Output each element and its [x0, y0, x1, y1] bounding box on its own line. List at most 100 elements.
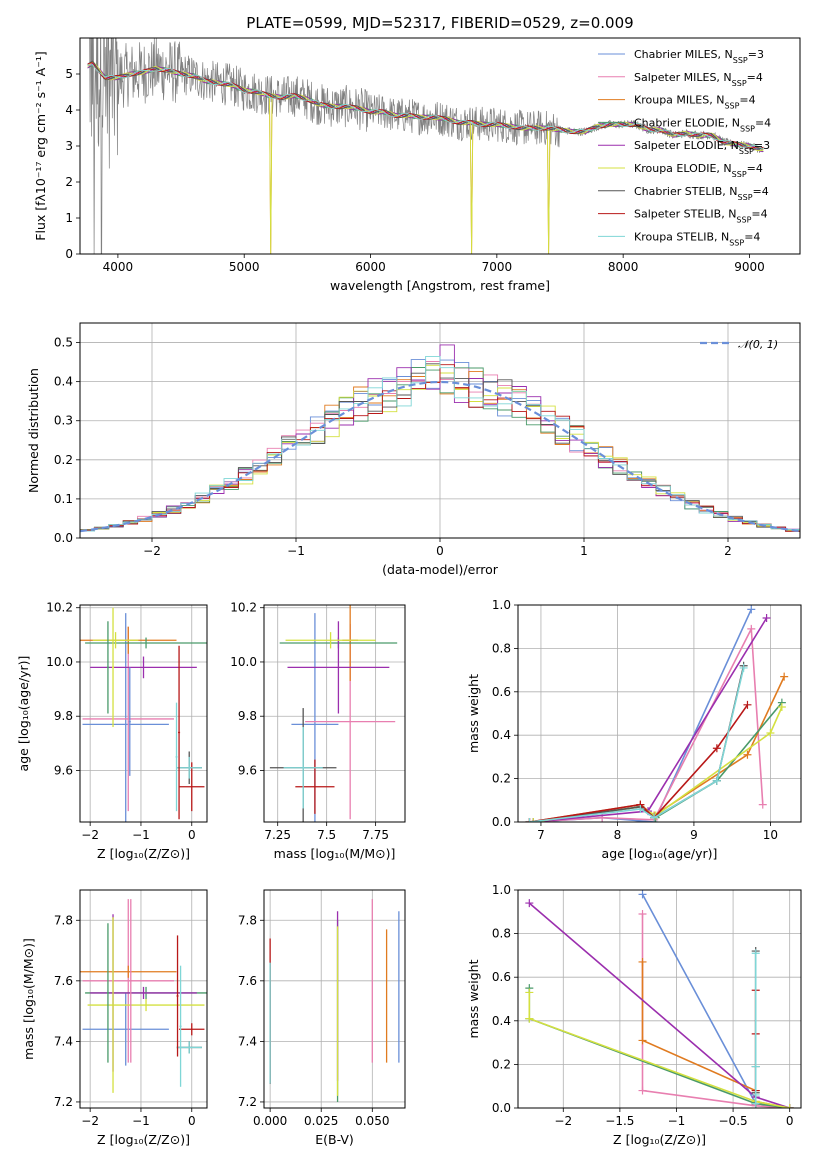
- y-tick-label: 0.2: [492, 1057, 511, 1071]
- axes-mass_vs_Z: −2 −1 0 7.2 7.4 7.6 7.8 Z [log₁₀(Z/Z⊙)] mass [lo…: [21, 889, 208, 1147]
- axes-frame-spectrum: [79, 37, 801, 255]
- x-axis-label: mass [log₁₀(M/M⊙)]: [274, 846, 396, 861]
- x-axis-label: age [log₁₀(age/yr)]: [602, 846, 718, 861]
- x-tick-label: 10: [763, 828, 778, 842]
- weight-marker: [739, 663, 748, 672]
- y-tick-label: 0.4: [492, 728, 511, 742]
- y-tick-label: 0: [65, 247, 73, 261]
- y-tick-label: 0.4: [492, 1014, 511, 1028]
- x-tick-label: 7.75: [362, 828, 389, 842]
- y-axis-label: Flux [fλ10⁻¹⁷ erg cm⁻² s⁻¹ A⁻¹]: [33, 51, 48, 240]
- legend-subscript: SSP: [736, 215, 751, 224]
- y-tick-label: 3: [65, 139, 73, 153]
- legend-entry: 𝒩(0, 1): [738, 338, 778, 351]
- weight-marker: [638, 1036, 647, 1045]
- x-tick-label: 1: [580, 544, 588, 558]
- weight-marker: [762, 614, 771, 623]
- weight-line: [641, 961, 790, 1108]
- axes-frame-weight_vs_Z: [517, 889, 802, 1109]
- x-tick-label: 0: [188, 828, 196, 842]
- weight-marker: [743, 700, 752, 709]
- axes-frame-age_vs_Z: [79, 604, 208, 823]
- weight-line: [641, 894, 790, 1108]
- plot-area-age_vs_mass: [269, 605, 398, 822]
- legend-subscript: SSP: [738, 192, 753, 201]
- x-tick-label: 5000: [229, 260, 260, 274]
- x-axis-label: Z [log₁₀(Z/Z⊙)]: [613, 1132, 706, 1147]
- legend-entry: Chabrier STELIB, NSSP=4: [634, 185, 769, 202]
- y-tick-label: 1.0: [492, 883, 511, 897]
- weight-marker: [751, 1099, 760, 1108]
- legend-subscript: SSP: [739, 147, 754, 156]
- y-tick-label: 7.8: [238, 913, 257, 927]
- weight-marker: [525, 988, 534, 997]
- model-spectrum-line: [87, 60, 764, 254]
- y-tick-label: 0.4: [54, 375, 73, 389]
- weight-marker: [525, 899, 534, 908]
- legend-suffix: =4: [747, 71, 763, 84]
- x-tick-label: 7000: [482, 260, 513, 274]
- x-tick-label: 0: [188, 1114, 196, 1128]
- y-axis-label: mass weight: [466, 674, 481, 753]
- legend-entry: Kroupa STELIB, NSSP=4: [634, 230, 760, 247]
- weight-marker: [638, 957, 647, 966]
- y-tick-label: 0.0: [492, 815, 511, 829]
- x-tick-label: 0: [436, 544, 444, 558]
- x-axis-label: Z [log₁₀(Z/Z⊙)]: [97, 1132, 190, 1147]
- y-tick-label: 0.2: [492, 772, 511, 786]
- y-tick-label: 4: [65, 103, 73, 117]
- x-tick-label: −2: [81, 1114, 99, 1128]
- plot-area-mass_vs_EBV: [269, 899, 400, 1102]
- weight-marker: [747, 624, 756, 633]
- legend-entry: Kroupa MILES, NSSP=4: [634, 94, 756, 111]
- x-tick-label: 0.050: [355, 1114, 389, 1128]
- y-tick-label: 10.0: [230, 655, 257, 669]
- y-axis-label: mass weight: [466, 959, 481, 1038]
- histogram-step: [80, 355, 800, 538]
- weight-marker: [751, 1090, 760, 1099]
- legend-subscript: SSP: [740, 124, 755, 133]
- x-tick-label: 4000: [103, 260, 134, 274]
- legend-suffix: =3: [754, 139, 770, 152]
- y-tick-label: 9.6: [238, 763, 257, 777]
- plot-area-spectrum: [87, 38, 764, 254]
- plot-area-residuals: [80, 344, 800, 538]
- x-tick-label: −1.5: [605, 1114, 634, 1128]
- x-tick-label: −0.5: [719, 1114, 748, 1128]
- plot-area-weight_vs_Z: [525, 890, 794, 1108]
- y-tick-label: 0.6: [492, 685, 511, 699]
- model-spectrum-line: [87, 62, 764, 149]
- legend-entry: Salpeter STELIB, NSSP=4: [634, 208, 768, 225]
- x-tick-label: 7: [537, 828, 545, 842]
- weight-marker: [636, 804, 645, 813]
- axes-frame-age_vs_mass: [263, 604, 406, 823]
- legend-subscript: SSP: [732, 78, 747, 87]
- y-tick-label: 7.6: [238, 974, 257, 988]
- plot-area-age_vs_Z: [80, 607, 207, 822]
- y-tick-label: 0.0: [492, 1101, 511, 1115]
- legend-subscript: SSP: [724, 101, 739, 110]
- axes-weight_vs_age: 7 8 9 10 0.0 0.2 0.4 0.6 0.8 1.0 age [log₁₀(age/yr…: [466, 598, 802, 861]
- weight-marker: [747, 605, 756, 614]
- axes-mass_vs_EBV: 0.000 0.025 0.050 7.2 7.4 7.6 7.8 E(B-V): [238, 889, 406, 1147]
- x-tick-label: −1: [668, 1114, 686, 1128]
- y-tick-label: 9.8: [238, 709, 257, 723]
- weight-marker: [758, 800, 767, 809]
- weight-marker: [650, 813, 659, 822]
- legend-subscript: SSP: [729, 238, 744, 247]
- spectrum-legend: Chabrier MILES, NSSP=3 Salpeter MILES, NS…: [598, 48, 771, 247]
- x-axis-label: Z [log₁₀(Z/Z⊙)]: [97, 846, 190, 861]
- y-axis-label: Normed distribution: [26, 368, 41, 493]
- y-tick-label: 1.0: [492, 598, 511, 612]
- x-axis-label: E(B-V): [315, 1132, 354, 1147]
- weight-marker: [525, 818, 534, 822]
- weight-marker: [751, 1062, 760, 1071]
- weight-marker: [529, 818, 538, 822]
- x-tick-label: 8000: [608, 260, 639, 274]
- legend-subscript: SSP: [733, 56, 748, 65]
- weight-marker: [780, 672, 789, 681]
- axes-weight_vs_Z: −2 −1.5 −1 −0.5 0 0.0 0.2 0.4 0.6 0.8 1.0 Z [log₁₀(…: [466, 883, 802, 1147]
- weight-marker: [712, 776, 721, 785]
- y-tick-label: 0.8: [492, 927, 511, 941]
